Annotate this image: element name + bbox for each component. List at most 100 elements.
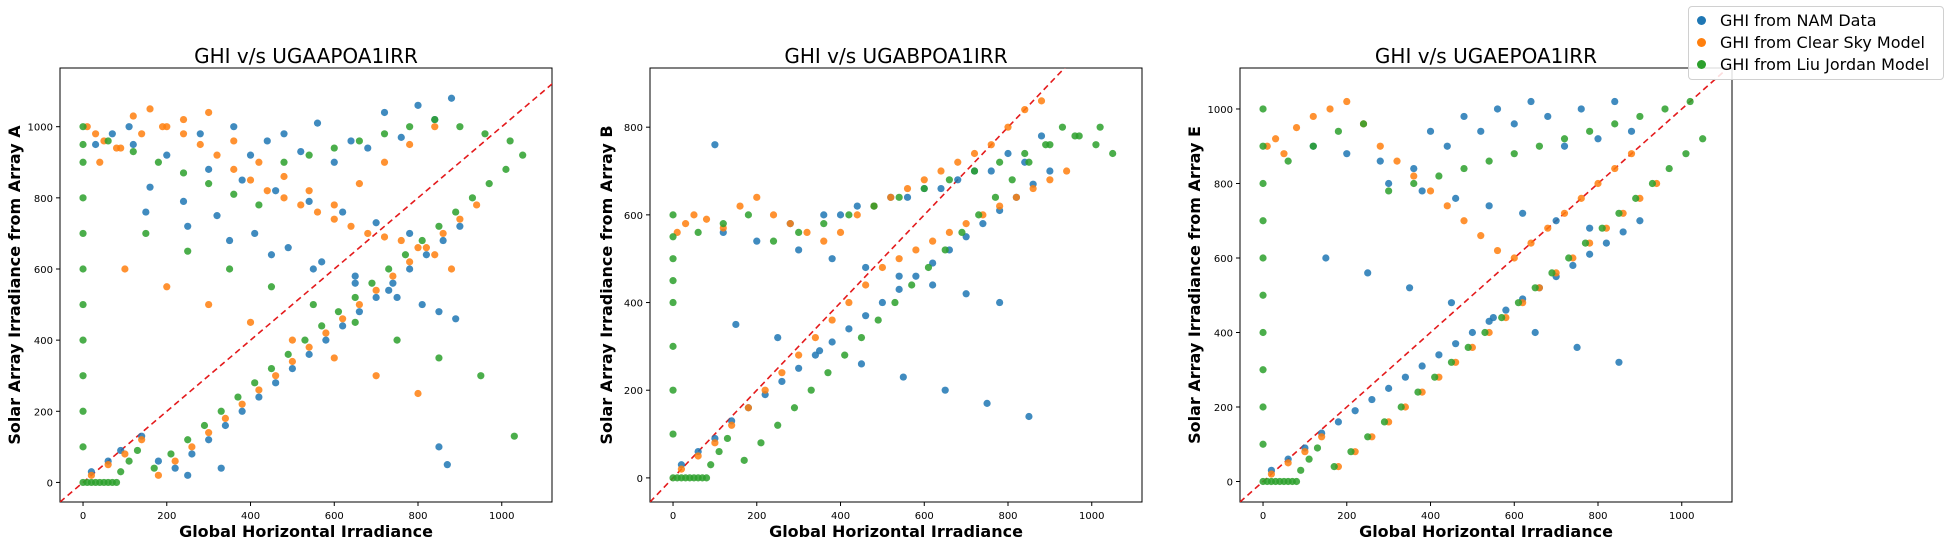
scatter-point <box>870 202 878 210</box>
scatter-point <box>1548 269 1556 277</box>
scatter-point <box>163 151 171 159</box>
chart-title: GHI v/s UGAAPOA1IRR <box>194 44 418 68</box>
scatter-point <box>179 169 188 177</box>
scatter-point <box>142 229 150 238</box>
scatter-point <box>301 336 309 344</box>
scatter-point <box>1443 202 1451 210</box>
scatter-point <box>305 151 313 159</box>
scatter-point <box>196 140 204 149</box>
scatter-point <box>1577 194 1585 202</box>
scatter-point <box>1485 202 1493 210</box>
scatter-point <box>225 265 234 273</box>
scatter-point <box>246 318 255 326</box>
scatter-point <box>1301 448 1309 456</box>
scatter-point <box>1535 142 1543 150</box>
scatter-point <box>167 450 175 458</box>
scatter-point <box>389 279 397 287</box>
scatter-point <box>983 399 991 407</box>
x-tick-label: 200 <box>747 511 766 522</box>
scatter-point <box>836 228 845 236</box>
scatter-point <box>1021 149 1029 158</box>
scatter-point <box>288 357 296 366</box>
x-tick-label: 600 <box>1505 511 1524 522</box>
scatter-point <box>702 474 711 482</box>
scatter-point <box>205 165 213 173</box>
scatter-point <box>351 272 359 280</box>
scatter-point <box>267 364 276 373</box>
scatter-point <box>1351 407 1359 415</box>
x-tick-label: 0 <box>1260 511 1266 522</box>
scatter-point <box>79 140 87 149</box>
x-tick-label: 200 <box>157 511 176 522</box>
scatter-point <box>456 215 464 223</box>
scatter-point <box>435 354 443 362</box>
y-tick-label: 600 <box>34 265 53 276</box>
y-tick-label: 0 <box>47 478 53 489</box>
y-tick-label: 0 <box>1227 478 1233 489</box>
scatter-point <box>364 229 372 238</box>
scatter-point <box>238 176 246 184</box>
scatter-point <box>912 246 920 254</box>
scatter-point <box>862 281 870 289</box>
scatter-point <box>380 233 389 241</box>
y-tick-label: 400 <box>1214 328 1233 339</box>
scatter-point <box>414 101 422 109</box>
scatter-point <box>288 336 296 344</box>
scatter-point <box>456 123 464 131</box>
scatter-point <box>1334 127 1342 135</box>
scatter-point <box>205 300 213 309</box>
scatter-point <box>1004 149 1012 158</box>
scatter-point <box>79 407 87 415</box>
scatter-point <box>184 247 192 255</box>
scatter-point <box>1477 232 1485 240</box>
scatter-point <box>1063 167 1071 175</box>
x-ticks: 0 200 400 600 800 1000 <box>80 502 514 522</box>
scatter-point <box>330 201 338 209</box>
scatter-point <box>79 158 87 166</box>
scatter-point <box>753 237 761 245</box>
scatter-point <box>146 105 154 113</box>
scatter-point <box>1092 141 1100 149</box>
scatter-point <box>1636 217 1644 225</box>
scatter-point <box>380 130 389 138</box>
x-tick-label: 600 <box>325 511 344 522</box>
scatter-point <box>200 421 209 430</box>
scatter-point <box>853 211 861 219</box>
scatter-point <box>1510 120 1518 128</box>
scatter-point <box>962 220 970 228</box>
scatter-point <box>422 251 430 259</box>
scatter-point <box>1531 328 1539 337</box>
scatter-point <box>213 212 221 220</box>
scatter-point <box>1359 120 1368 128</box>
scatter-point <box>1468 328 1476 337</box>
scatter-point <box>1565 254 1573 262</box>
scatter-point <box>1330 463 1338 471</box>
y-axis-label: Solar Array Irradiance from Array E <box>1185 126 1204 444</box>
scatter-point <box>1385 187 1393 195</box>
x-axis-label: Global Horizontal Irradiance <box>1359 522 1613 541</box>
scatter-point <box>485 180 493 188</box>
scatter-point <box>820 220 828 228</box>
y-axis-label: Solar Array Irradiance from Array B <box>597 125 616 444</box>
scatter-point <box>836 211 845 219</box>
scatter-point <box>669 430 677 438</box>
scatter-point <box>330 354 338 362</box>
scatter-point <box>669 211 677 219</box>
scatter-point <box>213 151 221 159</box>
scatter-point <box>1569 261 1577 270</box>
scatter-point <box>1510 150 1518 158</box>
scatter-point <box>364 144 372 152</box>
scatter-point <box>339 208 347 216</box>
scatter-point <box>121 450 129 458</box>
x-tick-label: 1000 <box>489 511 514 522</box>
scatter-point <box>774 421 782 429</box>
scatter-point <box>790 404 799 412</box>
scatter-point <box>230 165 238 173</box>
scatter-point <box>1393 157 1401 165</box>
scatter-point <box>205 180 213 188</box>
scatter-point <box>1426 187 1435 195</box>
scatter-point <box>347 222 355 230</box>
scatter-point <box>1259 291 1267 299</box>
scatter-point <box>1560 135 1569 143</box>
scatter-point <box>1699 135 1707 143</box>
